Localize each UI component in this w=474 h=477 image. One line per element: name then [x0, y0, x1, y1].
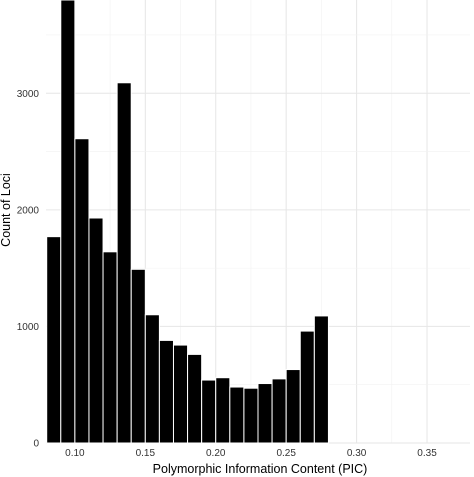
x-tick-label: 0.20: [206, 448, 226, 459]
histogram-bar: [46, 236, 62, 444]
x-tick-label: 0.30: [347, 448, 367, 459]
y-axis-ticks: 0 1000 2000 3000: [17, 89, 40, 450]
x-tick-label: 0.25: [276, 448, 296, 459]
histogram-bar: [299, 330, 315, 444]
histogram-bar: [172, 344, 189, 444]
histogram-bar: [285, 369, 301, 444]
histogram-bar: [229, 386, 245, 444]
histogram-bar: [130, 268, 146, 444]
histogram-bar: [271, 378, 287, 444]
y-axis-title: Count of Loci: [0, 173, 13, 247]
x-tick-label: 0.15: [136, 448, 156, 459]
histogram-bar: [201, 379, 217, 444]
x-tick-label: 0.35: [417, 448, 437, 459]
histogram-bar: [88, 217, 104, 444]
histogram-bar: [102, 251, 118, 444]
x-axis-ticks: 0.10 0.15 0.20 0.25 0.30 0.35: [65, 448, 437, 459]
histogram-bar: [187, 353, 203, 444]
histogram-bar: [257, 383, 273, 444]
y-tick-label: 3000: [17, 89, 40, 100]
histogram-bar: [116, 82, 132, 444]
histogram-bars: [46, 0, 329, 444]
histogram-bar: [215, 377, 231, 444]
histogram-bar: [60, 0, 76, 444]
histogram-bar: [158, 339, 174, 444]
y-tick-label: 0: [33, 439, 39, 450]
y-tick-label: 2000: [17, 205, 40, 216]
histogram-bar: [243, 387, 259, 444]
histogram-bar: [313, 315, 329, 444]
histogram-bar: [144, 314, 160, 444]
x-axis-title: Polymorphic Information Content (PIC): [153, 462, 368, 476]
x-tick-label: 0.10: [65, 448, 85, 459]
y-tick-label: 1000: [17, 322, 40, 333]
histogram-bar: [74, 138, 90, 444]
